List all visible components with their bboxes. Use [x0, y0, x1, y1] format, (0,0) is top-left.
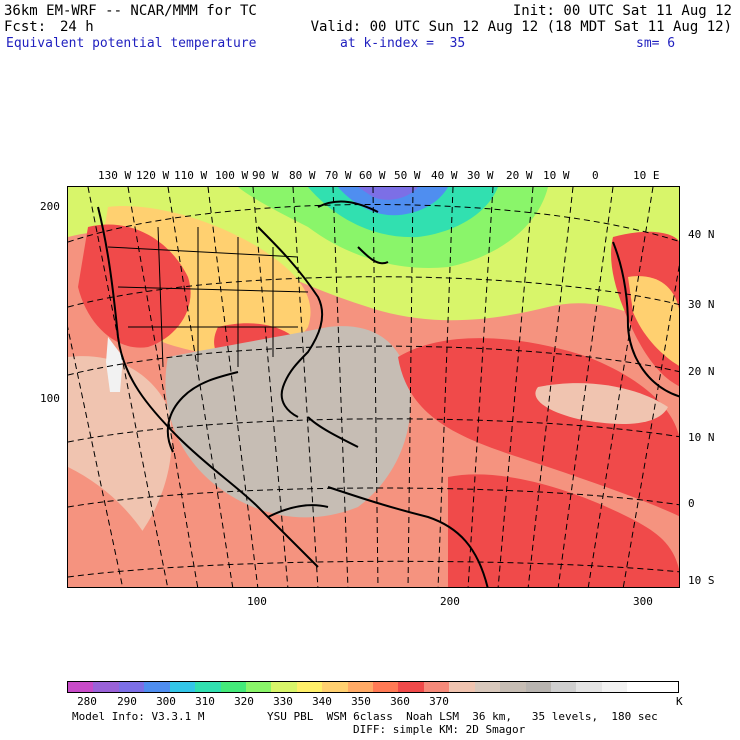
color-swatch [423, 682, 450, 692]
latitude-label: 20 N [688, 365, 715, 378]
color-scale-label: 300 [156, 695, 176, 708]
init-time: Init: 00 UTC Sat 11 Aug 12 [512, 3, 732, 19]
longitude-label: 10 E [633, 169, 660, 182]
color-scale-label: 340 [312, 695, 332, 708]
south-atlantic-red-fill [448, 474, 679, 587]
longitude-label: 40 W [431, 169, 458, 182]
color-swatch [601, 682, 628, 692]
color-swatch [373, 682, 399, 692]
atlantic-pink-fill [535, 383, 668, 424]
color-swatch [398, 682, 424, 692]
model-info: Model Info: V3.3.1 M [72, 710, 205, 723]
graticule [68, 187, 679, 587]
color-scale-label: 360 [390, 695, 410, 708]
longitude-label: 110 W [174, 169, 208, 182]
color-scale-label: 290 [117, 695, 137, 708]
color-swatch [449, 682, 475, 692]
atlantic-red-fill [398, 338, 679, 517]
longitude-label: 70 W [325, 169, 352, 182]
color-swatch [500, 682, 526, 692]
model-title: 36km EM-WRF -- NCAR/MMM for TC [4, 3, 257, 19]
baja-white-fill [106, 337, 123, 392]
color-swatch [652, 682, 679, 692]
color-swatch [347, 682, 374, 692]
smoothing-label: sm= 6 [636, 36, 676, 51]
color-swatch [118, 682, 145, 692]
longitude-label: 0 [592, 169, 599, 182]
latitude-label: 40 N [688, 228, 715, 241]
sahara-fill [628, 276, 679, 366]
color-swatch [474, 682, 501, 692]
forecast-value: 24 h [60, 19, 94, 35]
color-swatch [525, 682, 552, 692]
grid-x-label-200: 200 [440, 595, 460, 608]
color-swatch [195, 682, 221, 692]
longitude-label: 30 W [467, 169, 494, 182]
longitude-label: 50 W [394, 169, 421, 182]
color-swatch [144, 682, 170, 692]
longitude-label: 90 W [252, 169, 279, 182]
latitude-label: 0 [688, 497, 695, 510]
grid-y-label-100: 100 [40, 392, 60, 405]
color-swatch [576, 682, 602, 692]
latitude-label: 10 S [688, 574, 715, 587]
color-swatch [245, 682, 272, 692]
longitude-label: 10 W [543, 169, 570, 182]
color-scale-bar [67, 681, 679, 693]
pacific-salmon-fill [68, 467, 158, 587]
color-swatch [220, 682, 246, 692]
k-index-label: at k-index = 35 [340, 36, 466, 51]
color-swatch [93, 682, 119, 692]
cold-core-2-fill [338, 187, 448, 216]
color-scale-unit: K [676, 695, 683, 708]
color-swatch [627, 682, 653, 692]
latitude-label: 30 N [688, 298, 715, 311]
grid-x-label-100: 100 [247, 595, 267, 608]
color-swatch [271, 682, 297, 692]
latitude-label: 10 N [688, 431, 715, 444]
longitude-label: 120 W [136, 169, 170, 182]
caribbean-gray-fill [165, 326, 411, 518]
longitude-label: 60 W [359, 169, 386, 182]
valid-time: Valid: 00 UTC Sun 12 Aug 12 (18 MDT Sat … [310, 19, 732, 35]
color-swatch [322, 682, 348, 692]
grid-y-label-200: 200 [40, 200, 60, 213]
color-swatch [169, 682, 196, 692]
color-swatch [551, 682, 577, 692]
forecast-label: Fcst: [4, 19, 47, 35]
theta-e-map [67, 186, 680, 588]
longitude-label: 80 W [289, 169, 316, 182]
color-scale-label: 370 [429, 695, 449, 708]
color-scale-label: 350 [351, 695, 371, 708]
state-borders [107, 226, 309, 368]
color-scale-label: 330 [273, 695, 293, 708]
physics-info: YSU PBL WSM 6class Noah LSM 36 km, 35 le… [267, 710, 658, 723]
field-name: Equivalent potential temperature [6, 36, 257, 51]
color-scale-label: 280 [77, 695, 97, 708]
color-swatch [296, 682, 323, 692]
color-swatch [68, 682, 94, 692]
color-scale-label: 310 [195, 695, 215, 708]
longitude-label: 100 W [215, 169, 249, 182]
longitude-label: 130 W [98, 169, 132, 182]
grid-x-label-300: 300 [633, 595, 653, 608]
color-scale-label: 320 [234, 695, 254, 708]
coastlines [97, 200, 679, 587]
west-us-red-fill [78, 224, 191, 348]
diffusion-info: DIFF: simple KM: 2D Smagor [353, 723, 526, 736]
longitude-label: 20 W [506, 169, 533, 182]
